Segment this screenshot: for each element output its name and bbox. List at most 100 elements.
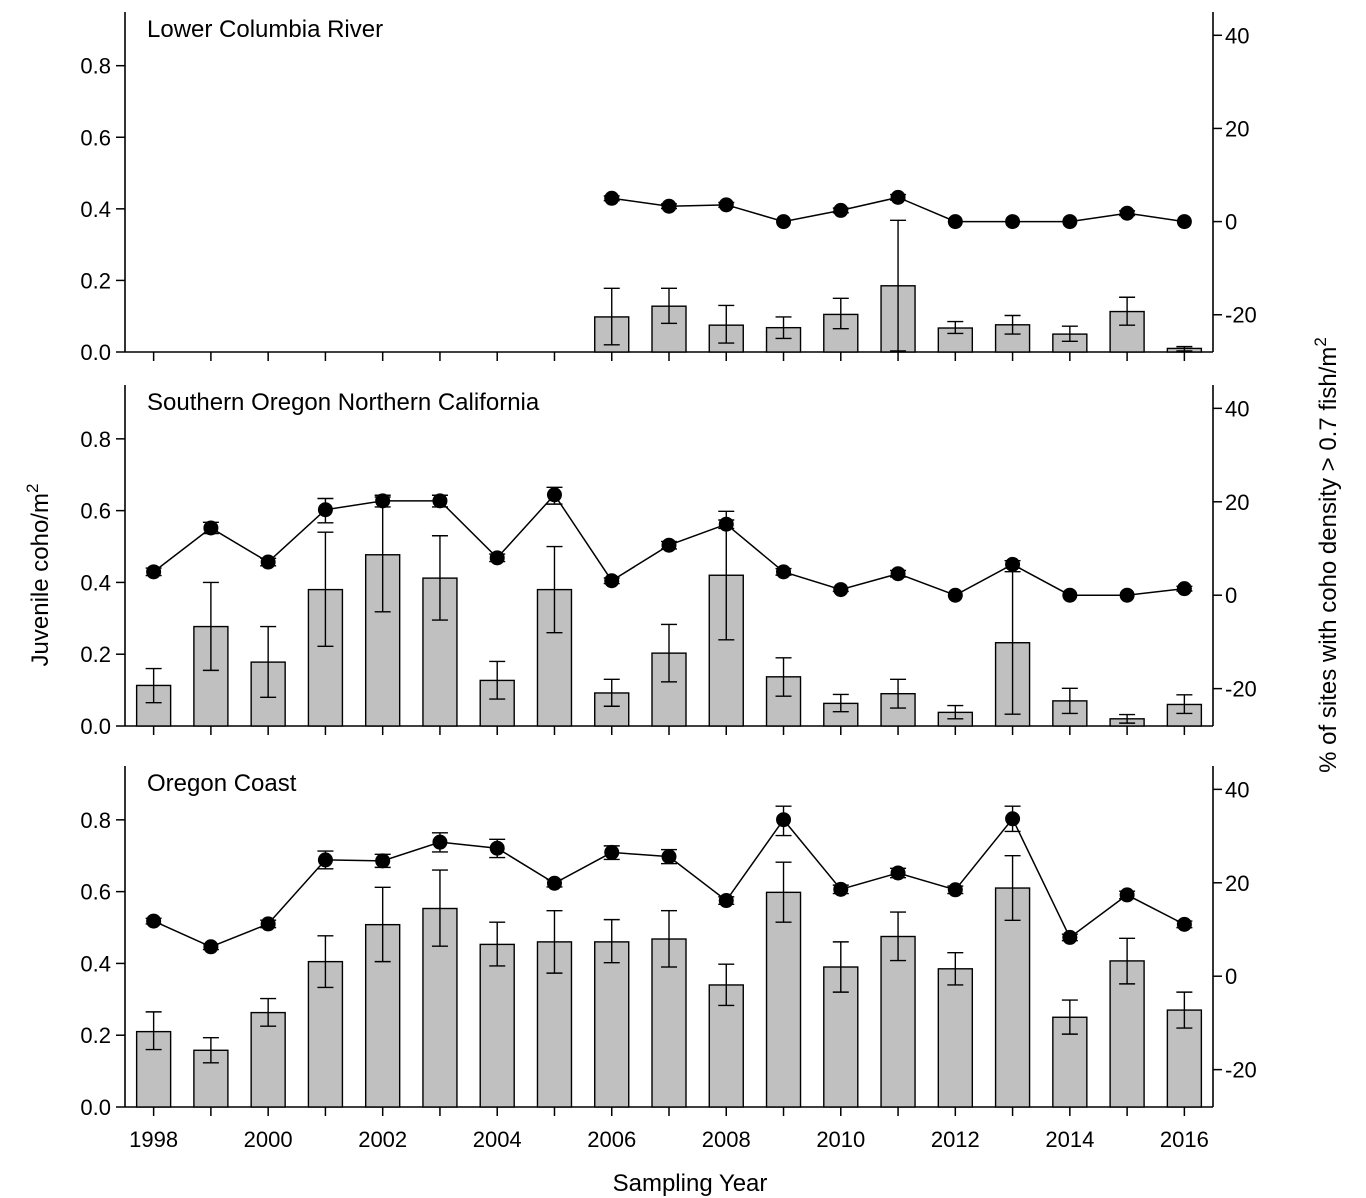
left-y-tick-label: 0.0 (80, 714, 111, 739)
data-point (718, 516, 734, 532)
data-point (1062, 214, 1078, 230)
data-point (947, 587, 963, 603)
data-point (1176, 916, 1192, 932)
x-tick-label: 2014 (1045, 1127, 1094, 1152)
left-y-tick-label: 0.2 (80, 1023, 111, 1048)
panel-title: Southern Oregon Northern California (147, 389, 540, 416)
left-y-axis-title-superscript: 2 (23, 484, 42, 493)
data-point (375, 853, 391, 869)
right-y-tick-label: -20 (1225, 677, 1257, 702)
left-y-axis-title-text: Juvenile coho/m (27, 493, 54, 666)
x-tick-label: 2000 (244, 1127, 293, 1152)
left-y-tick-label: 0.4 (80, 951, 111, 976)
data-point (146, 564, 162, 580)
right-y-tick-label: -20 (1225, 303, 1257, 328)
data-point (432, 834, 448, 850)
data-point (776, 812, 792, 828)
data-point (833, 202, 849, 218)
right-y-tick-label: 0 (1225, 210, 1237, 235)
right-y-tick-label: -20 (1225, 1058, 1257, 1083)
right-y-tick-label: 40 (1225, 396, 1249, 421)
bar (765, 891, 802, 1108)
bar (994, 887, 1031, 1108)
left-y-tick-label: 0.8 (80, 54, 111, 79)
x-tick-label: 1998 (129, 1127, 178, 1152)
x-tick-label: 2010 (816, 1127, 865, 1152)
data-point (890, 189, 906, 205)
data-point (203, 939, 219, 955)
bar (307, 960, 344, 1108)
data-point (546, 487, 562, 503)
data-point (489, 550, 505, 566)
left-y-tick-label: 0.6 (80, 499, 111, 524)
data-point (890, 566, 906, 582)
bar (479, 943, 515, 1108)
x-tick-label: 2016 (1160, 1127, 1209, 1152)
data-point (1005, 556, 1021, 572)
chart-panels: 0.0 0.2 0.4 0.6 0.8 -20 0 20 40 Lower Columbia Ri… (80, 12, 1257, 1152)
data-point (489, 840, 505, 856)
bar (1109, 960, 1145, 1108)
data-point (661, 849, 677, 865)
data-point (203, 520, 219, 536)
data-point (1062, 929, 1078, 945)
data-point (604, 573, 620, 589)
x-tick-label: 2008 (702, 1127, 751, 1152)
right-y-tick-label: 20 (1225, 871, 1249, 896)
data-point (432, 493, 448, 509)
data-point (776, 214, 792, 230)
data-point (890, 865, 906, 881)
data-point (661, 198, 677, 214)
left-y-tick-label: 0.4 (80, 197, 111, 222)
left-y-tick-label: 0.2 (80, 268, 111, 293)
data-point (260, 916, 276, 932)
right-y-tick-label: 0 (1225, 583, 1237, 608)
left-y-tick-label: 0.0 (80, 1095, 111, 1120)
data-point (317, 502, 333, 518)
panel-2: 0.0 0.2 0.4 0.6 0.8 -20 0 20 40 Southern Oregon N… (80, 385, 1257, 739)
data-point (1062, 587, 1078, 603)
panel-3: 0.0 0.2 0.4 0.6 0.8 -20 0 20 40 1998 2000 2002 2004 2… (80, 766, 1257, 1152)
panel-1: 0.0 0.2 0.4 0.6 0.8 -20 0 20 40 Lower Columbia Ri… (80, 12, 1257, 365)
data-point (947, 214, 963, 230)
right-y-tick-label: 0 (1225, 964, 1237, 989)
panel-title: Lower Columbia River (147, 16, 383, 43)
data-point (604, 844, 620, 860)
bar (880, 935, 916, 1108)
data-point (375, 493, 391, 509)
data-point (1119, 587, 1135, 603)
bar (594, 941, 630, 1108)
left-y-tick-label: 0.2 (80, 642, 111, 667)
data-point (947, 882, 963, 898)
x-tick-label: 2004 (473, 1127, 522, 1152)
data-point (604, 190, 620, 206)
right-y-axis-title-text: % of sites with coho density > 0.7 fish/… (1315, 347, 1342, 773)
data-point (146, 913, 162, 929)
right-y-tick-label: 40 (1225, 777, 1249, 802)
right-y-tick-label: 20 (1225, 116, 1249, 141)
x-tick-label: 2002 (358, 1127, 407, 1152)
right-y-axis-title-superscript: 2 (1311, 337, 1330, 346)
data-point (260, 554, 276, 570)
data-point (546, 875, 562, 891)
left-y-tick-label: 0.6 (80, 125, 111, 150)
left-y-tick-label: 0.4 (80, 570, 111, 595)
left-y-tick-label: 0.0 (80, 340, 111, 365)
right-y-tick-label: 20 (1225, 490, 1249, 515)
data-point (317, 852, 333, 868)
data-point (776, 564, 792, 580)
data-point (1176, 581, 1192, 597)
data-point (1119, 205, 1135, 221)
bar (594, 692, 630, 727)
data-point (718, 197, 734, 213)
data-point (1005, 214, 1021, 230)
data-point (661, 537, 677, 553)
left-y-tick-label: 0.8 (80, 427, 111, 452)
data-point (1119, 887, 1135, 903)
bar (250, 1011, 286, 1108)
data-point (718, 893, 734, 909)
right-y-tick-label: 40 (1225, 23, 1249, 48)
data-point (833, 881, 849, 897)
data-point (1176, 214, 1192, 230)
